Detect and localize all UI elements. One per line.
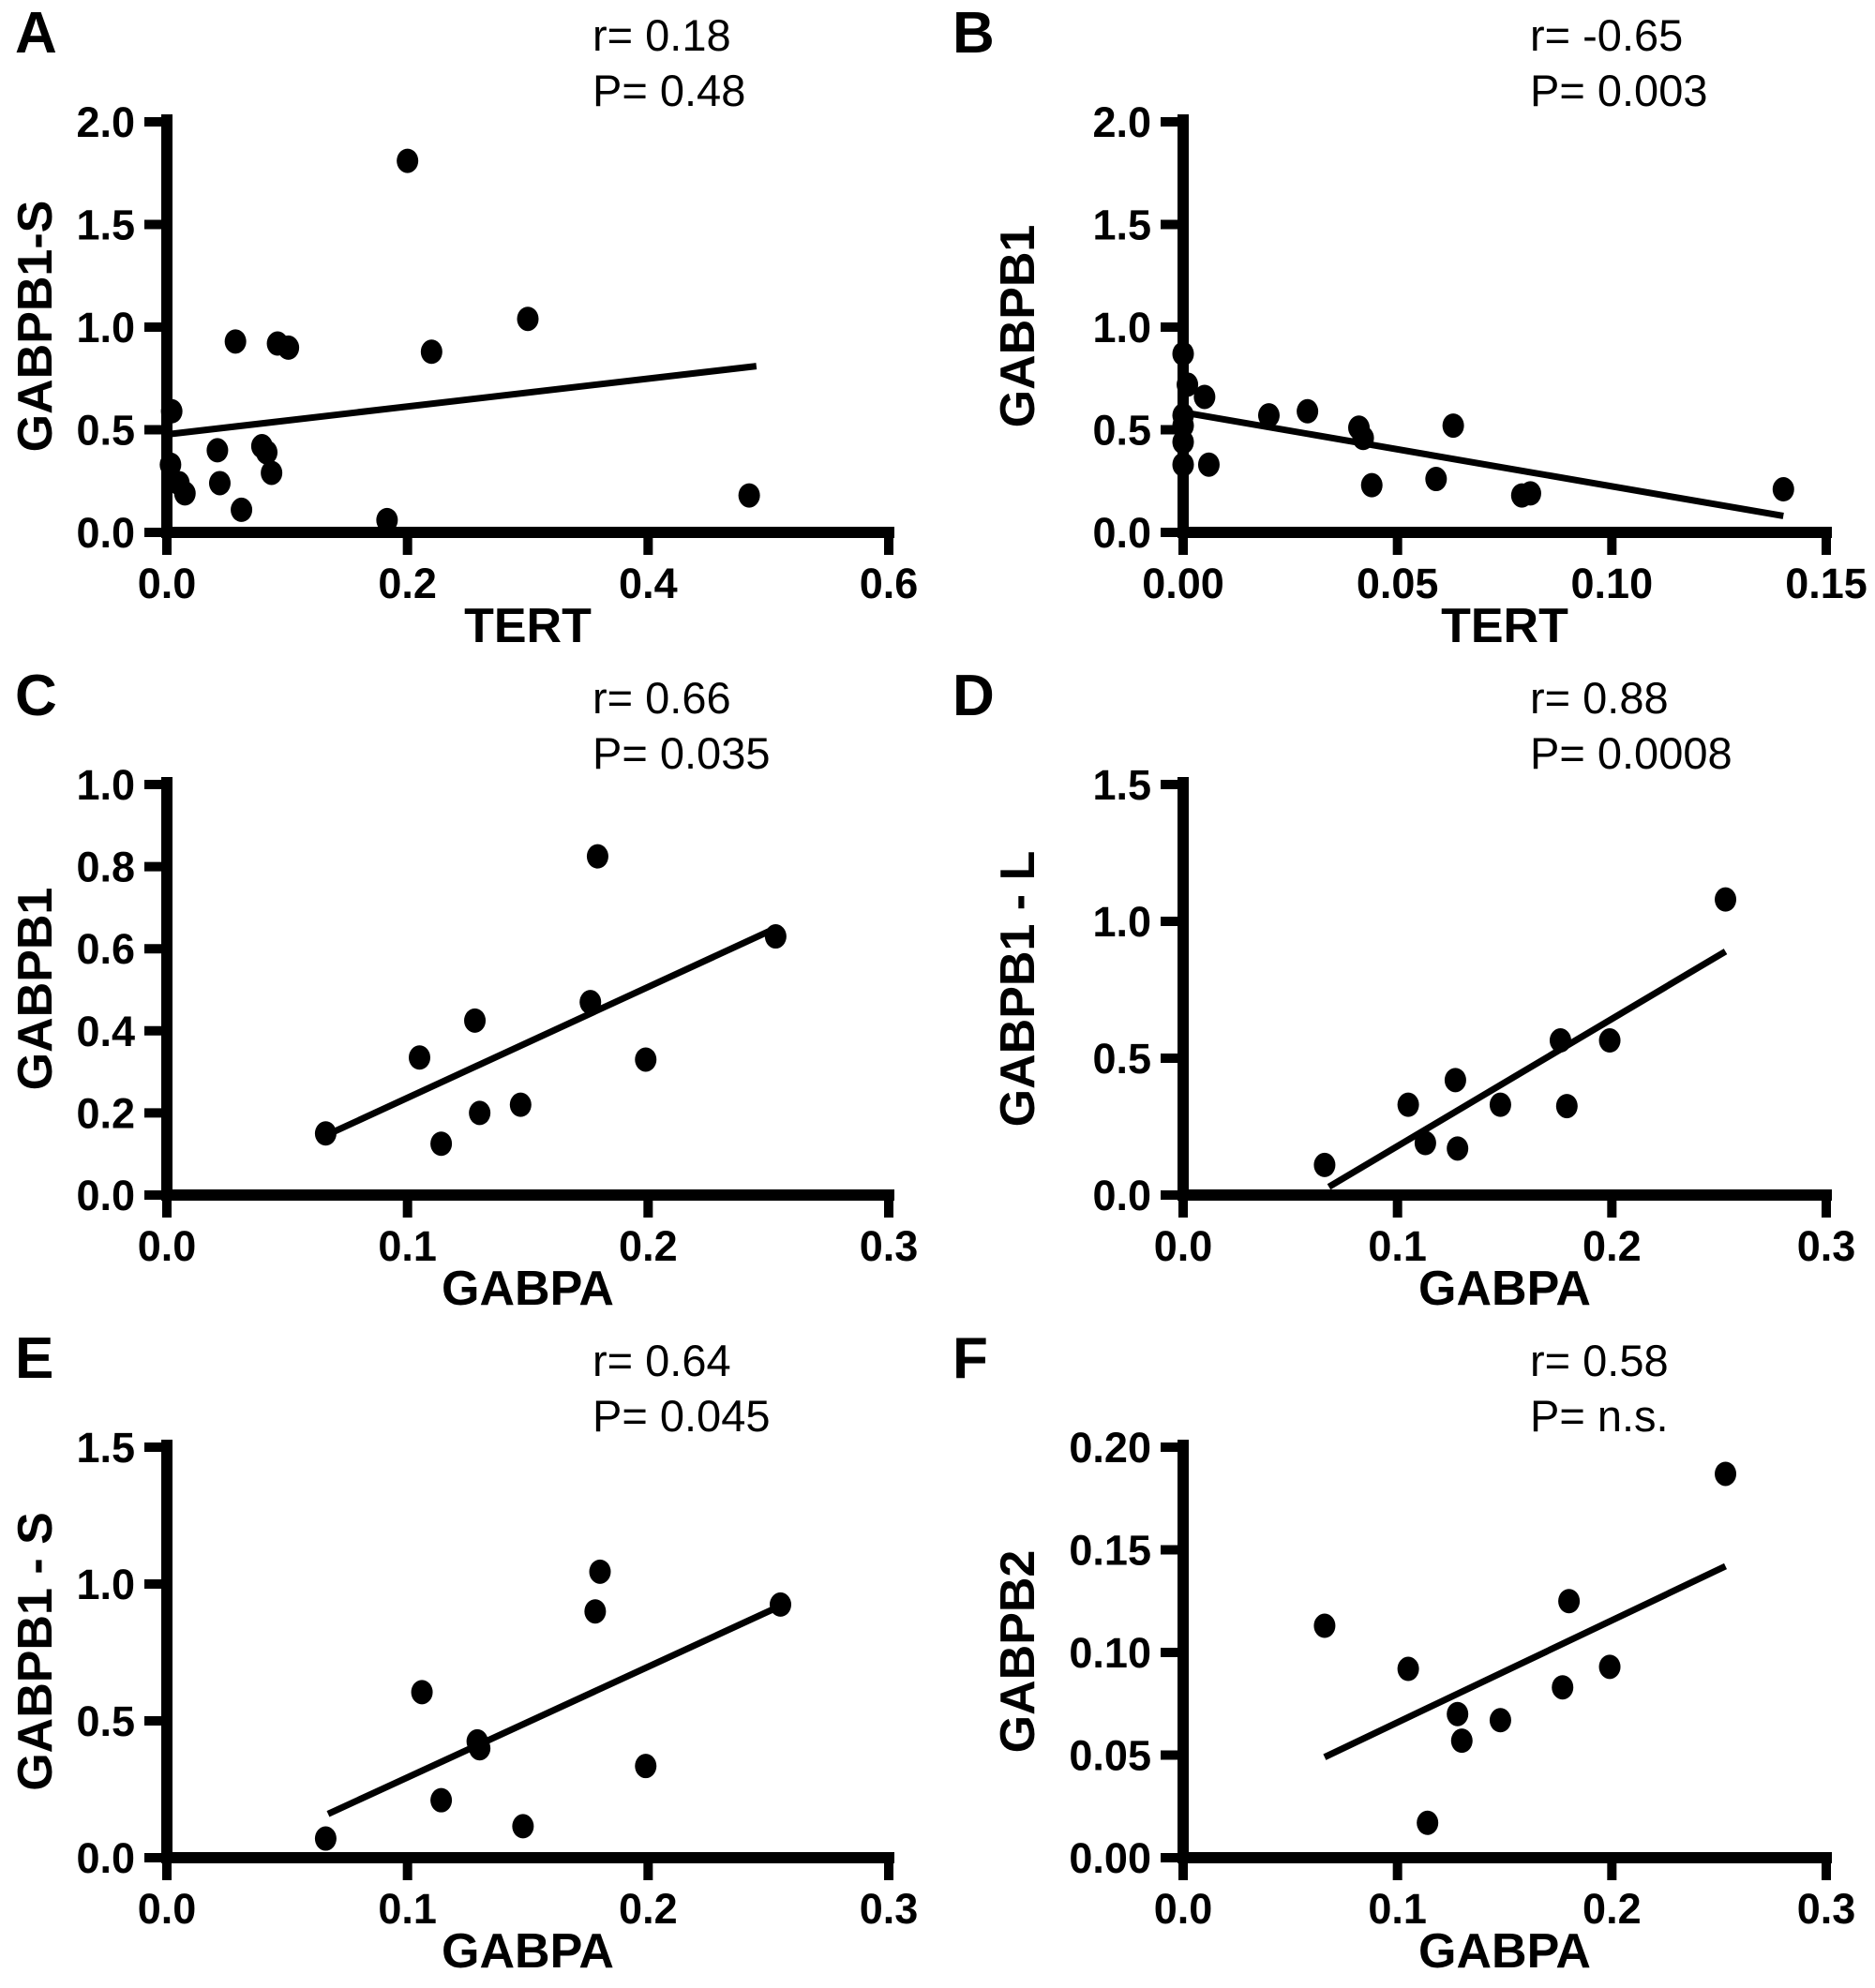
panel-letter-d: D (952, 664, 996, 728)
svg-text:0.5: 0.5 (1092, 407, 1151, 455)
svg-text:0.0: 0.0 (1154, 1222, 1213, 1270)
panel-letter-f: F (952, 1326, 989, 1391)
svg-text:0.10: 0.10 (1571, 560, 1654, 607)
svg-text:0.2: 0.2 (76, 1089, 135, 1137)
svg-text:0.3: 0.3 (1797, 1885, 1856, 1933)
panel-letter-a: A (15, 1, 58, 66)
svg-text:1.5: 1.5 (1092, 761, 1151, 809)
svg-text:0.0: 0.0 (1092, 509, 1151, 557)
svg-text:2.0: 2.0 (76, 98, 135, 146)
stats-annotation-f: r= 0.58 P= n.s. (1530, 1333, 1669, 1443)
svg-text:0.4: 0.4 (76, 1008, 135, 1055)
stats-annotation-a: r= 0.18 P= 0.48 (592, 7, 745, 118)
svg-text:1.0: 1.0 (76, 761, 135, 809)
panel-letter-c: C (15, 664, 58, 728)
svg-text:0.2: 0.2 (378, 560, 437, 607)
svg-text:1.0: 1.0 (1092, 898, 1151, 946)
panel-letter-b: B (952, 1, 996, 66)
x-axis-title-e: GABPA (442, 1924, 614, 1979)
svg-text:1.5: 1.5 (76, 1424, 135, 1472)
svg-text:0.00: 0.00 (1142, 560, 1224, 607)
svg-text:1.0: 1.0 (76, 304, 135, 351)
p-value-f: P= n.s. (1530, 1391, 1669, 1442)
stats-annotation-d: r= 0.88 P= 0.0008 (1530, 670, 1732, 781)
scatter-plot-e: 0.0 0.1 0.2 0.3 0.0 0.5 1.0 1.5 (76, 1424, 919, 1933)
svg-text:0.1: 0.1 (378, 1885, 437, 1933)
svg-text:0.0: 0.0 (76, 1834, 135, 1882)
panel-d: D r= 0.88 P= 0.0008 GABPB1 - L 0.0 0.1 0.2… (938, 663, 1875, 1325)
svg-text:0.1: 0.1 (1368, 1222, 1427, 1270)
svg-text:0.3: 0.3 (860, 1885, 919, 1933)
x-axis-title-c: GABPA (442, 1262, 614, 1316)
r-value-e: r= 0.64 (592, 1336, 731, 1385)
svg-text:0.2: 0.2 (1582, 1222, 1642, 1270)
r-value-b: r= -0.65 (1530, 10, 1684, 60)
svg-text:1.0: 1.0 (76, 1561, 135, 1608)
scatter-plot-f: 0.0 0.1 0.2 0.3 0.00 0.05 0.10 0.15 0.20 (1069, 1424, 1856, 1933)
stats-annotation-b: r= -0.65 P= 0.003 (1530, 7, 1707, 118)
r-value-d: r= 0.88 (1530, 673, 1669, 723)
x-axis-title-d: GABPA (1418, 1262, 1591, 1316)
svg-text:0.2: 0.2 (1582, 1885, 1642, 1933)
svg-text:0.2: 0.2 (619, 1885, 678, 1933)
scatter-plot-d: 0.0 0.1 0.2 0.3 0.0 0.5 1.0 1.5 (1092, 761, 1856, 1270)
svg-text:0.05: 0.05 (1069, 1732, 1151, 1780)
svg-text:0.0: 0.0 (76, 1172, 135, 1219)
panel-e: E r= 0.64 P= 0.045 GABPB1 - S 0.0 0.1 0.2 0… (0, 1325, 938, 1988)
svg-text:0.00: 0.00 (1069, 1834, 1151, 1882)
p-value-b: P= 0.003 (1530, 66, 1708, 116)
p-value-e: P= 0.045 (592, 1391, 771, 1442)
p-value-d: P= 0.0008 (1530, 728, 1732, 779)
svg-text:1.5: 1.5 (1092, 202, 1151, 249)
svg-text:0.5: 0.5 (1092, 1035, 1151, 1083)
svg-text:0.0: 0.0 (1154, 1885, 1213, 1933)
svg-text:0.5: 0.5 (76, 407, 135, 455)
r-value-a: r= 0.18 (592, 10, 731, 60)
svg-text:0.1: 0.1 (378, 1222, 437, 1270)
svg-text:0.6: 0.6 (860, 560, 919, 607)
svg-text:0.20: 0.20 (1069, 1424, 1151, 1472)
x-axis-title-f: GABPA (1418, 1924, 1591, 1979)
svg-text:0.3: 0.3 (1797, 1222, 1856, 1270)
svg-text:0.5: 0.5 (76, 1697, 135, 1745)
stats-annotation-c: r= 0.66 P= 0.035 (592, 670, 770, 781)
panel-b: B r= -0.65 P= 0.003 GABPB1 0.00 0.05 0.10 0… (938, 0, 1875, 663)
stats-annotation-e: r= 0.64 P= 0.045 (592, 1333, 770, 1443)
x-axis-title-b: TERT (1441, 599, 1568, 653)
p-value-a: P= 0.48 (592, 66, 746, 116)
svg-text:0.2: 0.2 (619, 1222, 678, 1270)
svg-text:0.0: 0.0 (1092, 1172, 1151, 1219)
panel-letter-e: E (15, 1326, 55, 1391)
svg-text:2.0: 2.0 (1092, 98, 1151, 146)
scatter-plot-b: 0.00 0.05 0.10 0.15 0.0 0.5 1.0 1.5 2.0 (1092, 98, 1868, 607)
svg-text:0.0: 0.0 (76, 509, 135, 557)
panel-c: C r= 0.66 P= 0.035 GABPB1 0.0 0.1 0.2 0.3 0.… (0, 663, 938, 1325)
svg-text:0.4: 0.4 (619, 560, 678, 607)
x-axis-title-a: TERT (464, 599, 592, 653)
svg-text:0.0: 0.0 (138, 1222, 197, 1270)
svg-text:0.1: 0.1 (1368, 1885, 1427, 1933)
panel-a: A r= 0.18 P= 0.48 GABPB1-S 0.0 0.2 0.4 0.6 0… (0, 0, 938, 663)
r-value-c: r= 0.66 (592, 673, 731, 723)
r-value-f: r= 0.58 (1530, 1336, 1669, 1385)
scatter-plot-c: 0.0 0.1 0.2 0.3 0.0 0.2 0.4 0.6 0.8 1.0 (76, 761, 919, 1270)
panel-f: F r= 0.58 P= n.s. GABPB2 0.0 0.1 0.2 0.3 0.0… (938, 1325, 1875, 1988)
svg-text:0.3: 0.3 (860, 1222, 919, 1270)
svg-text:1.5: 1.5 (76, 202, 135, 249)
scatter-plot-a: 0.0 0.2 0.4 0.6 0.0 0.5 1.0 1.5 2.0 (76, 98, 919, 607)
svg-text:1.0: 1.0 (1092, 304, 1151, 351)
svg-text:0.05: 0.05 (1357, 560, 1439, 607)
svg-text:0.0: 0.0 (138, 560, 197, 607)
svg-text:0.8: 0.8 (76, 844, 135, 891)
svg-text:0.10: 0.10 (1069, 1629, 1151, 1677)
p-value-c: P= 0.035 (592, 728, 771, 779)
svg-text:0.15: 0.15 (1785, 560, 1868, 607)
svg-text:0.0: 0.0 (138, 1885, 197, 1933)
svg-text:0.6: 0.6 (76, 925, 135, 973)
svg-text:0.15: 0.15 (1069, 1527, 1151, 1575)
